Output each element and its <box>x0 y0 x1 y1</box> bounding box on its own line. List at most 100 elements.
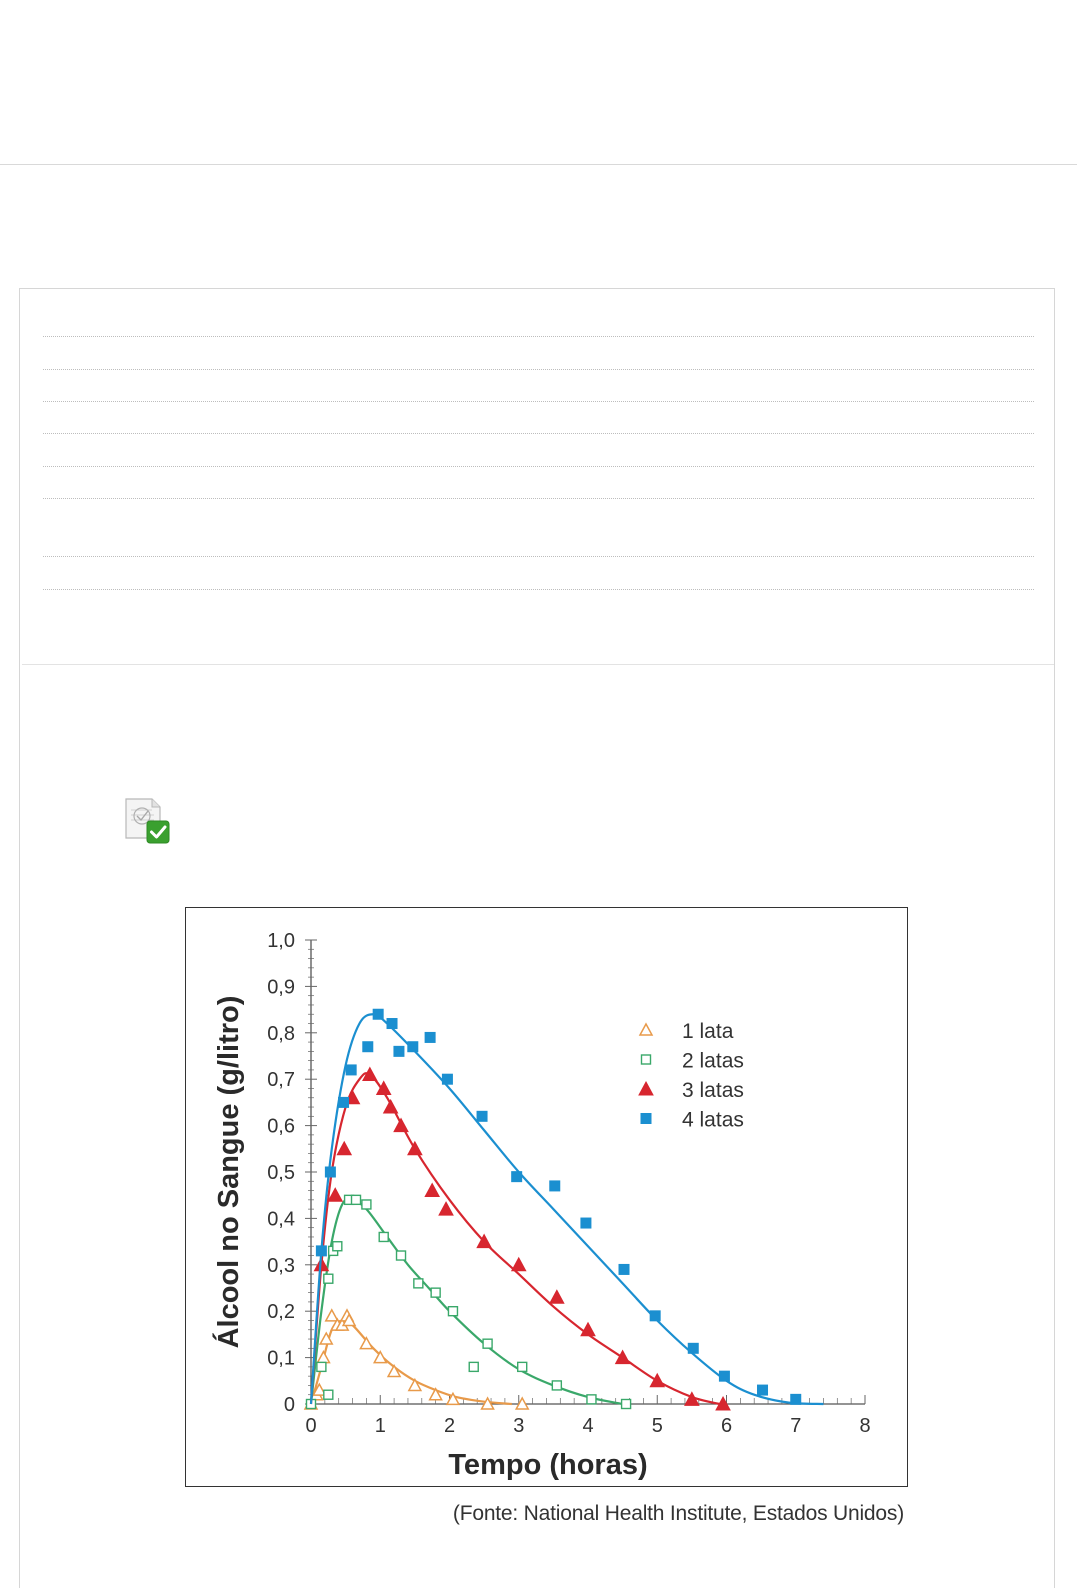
series-curve-3 <box>309 1072 720 1406</box>
answer-line <box>43 336 1034 337</box>
series-curve-1 <box>309 1319 512 1406</box>
answer-line <box>43 369 1034 370</box>
data-point-series-1 <box>445 1391 461 1406</box>
legend-label-4: 4 latas <box>682 1109 744 1132</box>
data-point-series-1 <box>359 1336 374 1350</box>
series-curve-4 <box>309 1013 824 1406</box>
data-point-series-4 <box>338 1096 350 1108</box>
blood-alcohol-chart: 0 0,1 0,2 0,3 0,4 0,5 0,6 0,7 0,8 0,9 1,0 0 1 2 3 4 5 6 7 8… <box>211 930 871 1481</box>
data-point-series-3 <box>382 1098 399 1114</box>
chart-frame: 0 0,1 0,2 0,3 0,4 0,5 0,6 0,7 0,8 0,9 1,0 0 1 2 3 4 5 6 7 8… <box>185 907 908 1487</box>
data-point-series-4 <box>315 1245 327 1257</box>
data-point-series-3 <box>510 1256 527 1272</box>
legend-marker-2 <box>640 1054 652 1065</box>
data-point-series-3 <box>548 1289 565 1304</box>
y-tick-label: 1,0 <box>267 930 295 952</box>
x-tick-label: 8 <box>859 1415 870 1437</box>
data-point-series-1 <box>372 1350 388 1364</box>
chart-source-note: (Fonte: National Health Institute, Estad… <box>452 1502 904 1525</box>
data-point-series-4 <box>511 1171 523 1183</box>
data-point-series-2 <box>378 1231 389 1243</box>
data-point-series-2 <box>468 1361 479 1373</box>
x-tick-label: 7 <box>790 1415 801 1437</box>
legend-marker-3 <box>638 1080 654 1096</box>
answer-line <box>43 589 1034 590</box>
data-point-series-4 <box>757 1384 769 1396</box>
data-point-series-1 <box>316 1350 331 1364</box>
data-point-series-1 <box>312 1382 327 1396</box>
data-point-series-3 <box>375 1080 392 1095</box>
y-axis-label: Álcool no Sangue (g/litro) <box>211 996 245 1349</box>
data-point-series-4 <box>580 1217 592 1229</box>
data-point-series-1 <box>318 1331 334 1345</box>
checked-document-icon <box>122 796 172 846</box>
legend-label-1: 1 lata <box>682 1020 734 1043</box>
y-tick-label: 0,6 <box>267 1116 295 1138</box>
answer-line <box>43 401 1034 402</box>
data-point-series-4 <box>476 1110 488 1122</box>
top-divider <box>0 164 1077 165</box>
data-point-series-4 <box>407 1041 419 1053</box>
x-tick-label: 2 <box>444 1415 455 1437</box>
data-point-series-2 <box>551 1380 563 1391</box>
x-tick-label: 1 <box>375 1415 386 1437</box>
x-tick-label: 4 <box>582 1415 593 1437</box>
y-tick-label: 0,8 <box>267 1023 295 1045</box>
data-point-series-4 <box>718 1370 730 1382</box>
data-point-series-3 <box>407 1140 423 1156</box>
data-point-series-4 <box>372 1008 384 1020</box>
data-point-series-3 <box>476 1233 492 1249</box>
data-point-series-2 <box>350 1194 362 1206</box>
legend-marker-4 <box>640 1113 652 1124</box>
y-tick-label: 0,7 <box>267 1069 295 1091</box>
data-point-series-4 <box>424 1031 436 1043</box>
data-point-series-2 <box>620 1398 632 1410</box>
data-point-series-4 <box>649 1310 661 1322</box>
data-point-series-4 <box>441 1073 453 1085</box>
y-tick-label: 0,1 <box>267 1348 295 1370</box>
x-tick-label: 3 <box>513 1415 524 1437</box>
data-point-series-4 <box>687 1342 699 1354</box>
data-point-series-3 <box>715 1395 731 1411</box>
answer-line <box>43 556 1034 557</box>
data-point-series-3 <box>649 1372 666 1388</box>
data-point-series-2 <box>517 1361 528 1373</box>
data-point-series-1 <box>514 1396 530 1410</box>
data-point-series-3 <box>614 1349 631 1365</box>
answer-line <box>43 498 1034 499</box>
data-point-series-1 <box>480 1396 495 1410</box>
data-point-series-4 <box>549 1180 561 1192</box>
data-point-series-4 <box>345 1064 357 1076</box>
data-point-series-4 <box>386 1018 398 1030</box>
data-point-series-4 <box>362 1041 374 1053</box>
data-point-series-1 <box>428 1387 443 1401</box>
legend-label-2: 2 latas <box>682 1050 744 1073</box>
data-point-series-2 <box>361 1199 372 1210</box>
data-point-series-4 <box>393 1045 405 1057</box>
x-axis-label: Tempo (horas) <box>448 1449 647 1481</box>
y-tick-label: 0 <box>284 1394 295 1416</box>
answer-line <box>43 433 1034 434</box>
answer-lines-area[interactable] <box>22 291 1054 665</box>
data-point-series-2 <box>447 1306 459 1317</box>
data-point-series-3 <box>684 1391 700 1406</box>
y-tick-label: 0,9 <box>267 976 295 998</box>
y-tick-label: 0,4 <box>267 1208 295 1230</box>
y-tick-label: 0,3 <box>267 1255 295 1277</box>
data-point-series-3 <box>580 1321 596 1337</box>
data-point-series-1 <box>324 1308 340 1322</box>
data-point-series-3 <box>438 1201 454 1216</box>
data-point-series-2 <box>586 1394 597 1405</box>
data-point-series-4 <box>618 1263 630 1275</box>
y-tick-label: 0,5 <box>267 1162 295 1184</box>
data-point-series-2 <box>395 1250 407 1261</box>
data-point-series-1 <box>386 1363 402 1378</box>
data-point-series-2 <box>323 1273 334 1284</box>
data-point-series-2 <box>332 1241 343 1252</box>
data-point-series-3 <box>327 1187 344 1202</box>
data-point-series-1 <box>341 1312 357 1327</box>
legend-label-3: 3 latas <box>682 1079 744 1102</box>
x-tick-label: 5 <box>652 1415 663 1437</box>
data-point-series-2 <box>430 1287 441 1298</box>
data-point-series-2 <box>413 1278 424 1289</box>
